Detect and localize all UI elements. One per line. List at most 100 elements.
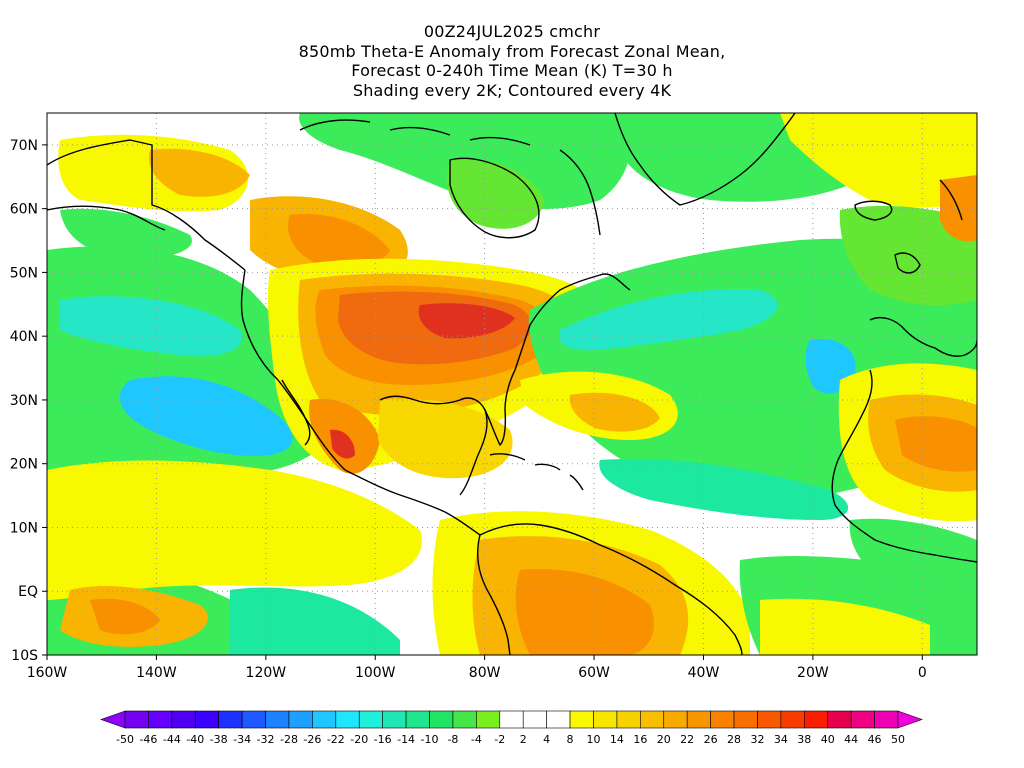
colorbar-swatch [780, 710, 805, 729]
anomaly-shading [47, 113, 977, 655]
shade-north-atlantic-yellow [780, 113, 977, 208]
colorbar-label: 32 [750, 733, 764, 746]
colorbar-swatch [686, 710, 711, 729]
colorbar-label: -22 [327, 733, 345, 746]
coastline-east-coast [514, 273, 631, 371]
coastline-hudson-bay [449, 157, 540, 239]
colorbar-swatch [265, 710, 290, 729]
colorbar-swatch [335, 710, 360, 729]
shade-tropical-pacific-yellow [47, 460, 422, 600]
shade-pacific-cyan [119, 376, 293, 456]
shade-gulf-yellow [378, 398, 513, 479]
colorbar-swatch [663, 710, 688, 729]
title-line-4: Shading every 2K; Contoured every 4K [352, 80, 672, 100]
colorbar-swatch [733, 710, 758, 729]
shade-alaska-green [60, 208, 192, 259]
shade-canada-orange2 [288, 214, 390, 269]
colorbar-label: -32 [257, 733, 275, 746]
y-tick-label: 20N [10, 457, 38, 473]
colorbar-swatch [827, 710, 852, 729]
coastline-baja [281, 379, 311, 446]
shade-atlantic-orange [569, 392, 660, 432]
colorbar-swatch [640, 710, 665, 729]
colorbar-swatch [850, 710, 875, 729]
colorbar-label: -14 [397, 733, 415, 746]
coastline-south-america [477, 523, 743, 655]
colorbar-swatch [757, 710, 782, 729]
shade-atlantic-cyan [559, 289, 778, 351]
colorbar-label: 28 [727, 733, 741, 746]
shade-mexico-red [330, 429, 355, 459]
coastline-arctic-islands [299, 119, 601, 236]
y-axis: 10S EQ 10N 20N 30N 40N 50N 60N 70N [10, 138, 47, 664]
colorbar-label: -10 [421, 733, 439, 746]
colorbar-label: 14 [610, 733, 624, 746]
colorbar-label: 8 [567, 733, 574, 746]
coastline-gulf [379, 395, 488, 496]
colorbar-swatch [476, 710, 501, 729]
colorbar-swatch [124, 710, 149, 729]
coastline-iceland [854, 200, 893, 221]
coastline-europe [869, 179, 977, 357]
y-tick-label: 30N [10, 393, 38, 409]
title-line-1: 00Z24JUL2025 cmchr [423, 22, 601, 41]
shade-us-red [418, 303, 515, 339]
colorbar-swatch [710, 710, 735, 729]
shade-hudson-green [446, 159, 545, 229]
colorbar-swatch [148, 710, 173, 729]
colorbar-swatch [522, 710, 547, 729]
y-tick-label: 60N [10, 202, 38, 218]
colorbar-swatch [405, 710, 430, 729]
x-tick-label: 60W [578, 665, 610, 681]
coastline-west-coast [240, 269, 346, 471]
colorbar-label: -4 [471, 733, 482, 746]
colorbar-label: -46 [139, 733, 157, 746]
colorbar-arrow-right [897, 710, 923, 729]
colorbar-label: 34 [774, 733, 788, 746]
x-tick-label: 140W [136, 665, 177, 681]
colorbar-swatch [804, 710, 829, 729]
map-plot-area [47, 113, 977, 655]
y-tick-label: 70N [10, 138, 38, 154]
colorbar-label: -16 [374, 733, 392, 746]
colorbar: -50 -46 -44 -40 -38 -34 -32 -28 -26 -22 -20 -16 -14-… [100, 710, 923, 746]
colorbar-label: 4 [543, 733, 550, 746]
graticule [47, 113, 977, 655]
plot-title: 00Z24JUL2025 cmchr 850mb Theta-E Anomaly… [0, 22, 1024, 100]
coastline-florida [484, 369, 516, 446]
plot-border [46, 112, 978, 656]
colorbar-arrow-left [100, 710, 126, 729]
colorbar-swatch [312, 710, 337, 729]
colorbar-label: 20 [657, 733, 671, 746]
x-axis: 160W 140W 120W 100W 80W 60W 40W 20W 0 [27, 655, 927, 681]
colorbar-label: -8 [447, 733, 458, 746]
colorbar-swatch [241, 710, 266, 729]
title-line-2: 850mb Theta-E Anomaly from Forecast Zona… [298, 41, 726, 61]
title-line-3: Forecast 0-240h Time Mean (K) T=30 h [351, 61, 673, 80]
shade-pacific-green-south2 [230, 587, 400, 655]
colorbar-label: 26 [704, 733, 718, 746]
colorbar-swatch [499, 710, 524, 729]
colorbar-label: 38 [797, 733, 811, 746]
coastline-caribbean [489, 453, 584, 491]
coastline-central-america [344, 469, 481, 536]
y-tick-label: 50N [10, 265, 38, 281]
colorbar-label: 10 [586, 733, 600, 746]
colorbar-label: -44 [163, 733, 181, 746]
colorbar-label: 44 [844, 733, 858, 746]
shade-tropical-pacific-orange2 [90, 598, 160, 635]
y-tick-label: 40N [10, 329, 38, 345]
colorbar-swatch [569, 710, 594, 729]
y-tick-label: 10S [11, 648, 38, 664]
shade-north-atlantic-green [839, 205, 977, 306]
x-tick-label: 20W [797, 665, 829, 681]
colorbar-label: -26 [303, 733, 321, 746]
colorbar-label: 22 [680, 733, 694, 746]
shade-pacific-cyan-light [60, 296, 242, 357]
colorbar-swatch [546, 710, 571, 729]
coastline-greenland [614, 113, 796, 206]
colorbar-swatch [874, 710, 899, 729]
shade-south-atlantic-yellow [760, 598, 930, 655]
colorbar-swatch [452, 710, 477, 729]
colorbar-swatch [593, 710, 618, 729]
